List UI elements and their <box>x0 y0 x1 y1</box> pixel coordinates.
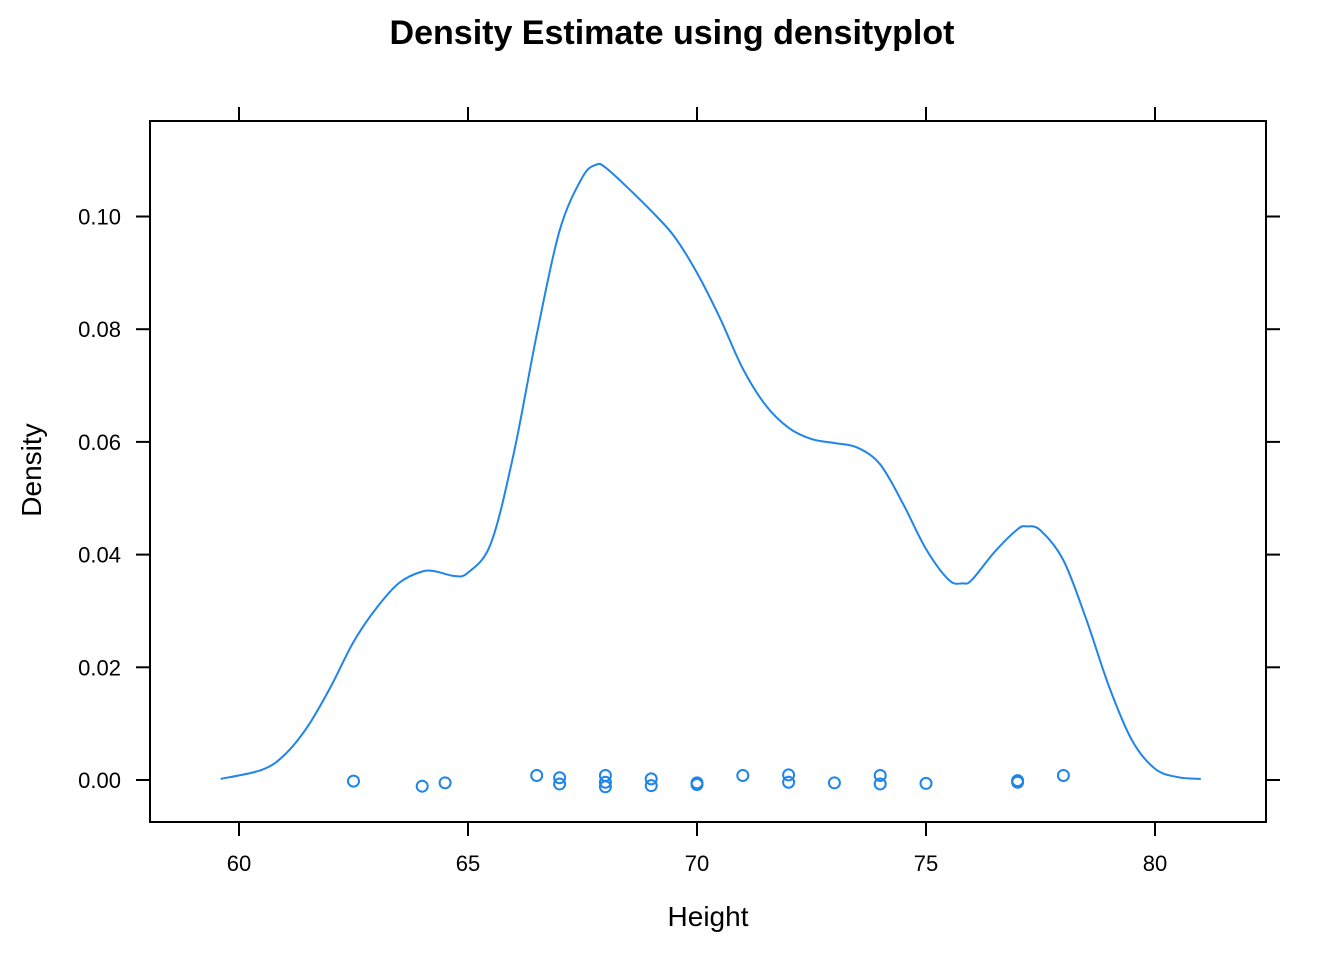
x-axis-label: Height <box>668 901 749 932</box>
rug-point <box>438 776 452 790</box>
rug-point <box>347 774 360 788</box>
rug-point <box>644 772 658 786</box>
y-tick-label: 0.06 <box>78 430 121 455</box>
density-curve <box>220 162 1201 780</box>
x-tick-label: 80 <box>1143 851 1167 876</box>
rug-point <box>598 775 612 789</box>
x-axis-ticks: 60 65 70 75 80 <box>227 107 1167 876</box>
x-tick-label: 65 <box>456 851 480 876</box>
rug-point <box>1056 768 1070 782</box>
rug-point <box>873 777 887 791</box>
y-tick-label: 0.10 <box>78 205 121 230</box>
rug-point <box>530 768 544 782</box>
rug-point <box>919 776 933 790</box>
x-tick-label: 70 <box>685 851 709 876</box>
rug-points <box>347 768 1070 794</box>
y-tick-label: 0.04 <box>78 543 121 568</box>
y-tick-label: 0.02 <box>78 655 121 680</box>
rug-point <box>827 776 841 790</box>
rug-point <box>644 779 658 793</box>
rug-point <box>782 768 796 782</box>
chart-title: Density Estimate using densityplot <box>390 14 955 52</box>
rug-point <box>598 780 612 794</box>
rug-point <box>736 768 750 782</box>
y-axis-ticks: 0.00 0.02 0.04 0.06 0.08 0.10 <box>78 205 1280 793</box>
y-axis-label: Density <box>16 423 47 516</box>
rug-point <box>553 777 567 791</box>
x-tick-label: 60 <box>227 851 251 876</box>
x-tick-label: 75 <box>914 851 938 876</box>
rug-point <box>553 771 567 785</box>
rug-point <box>1011 775 1025 789</box>
plot-panel-border <box>149 120 1267 823</box>
y-tick-label: 0.08 <box>78 317 121 342</box>
y-tick-label: 0.00 <box>78 768 121 793</box>
rug-point <box>782 775 796 789</box>
rug-point <box>873 768 887 782</box>
rug-point <box>415 779 429 793</box>
rug-point <box>690 778 704 792</box>
